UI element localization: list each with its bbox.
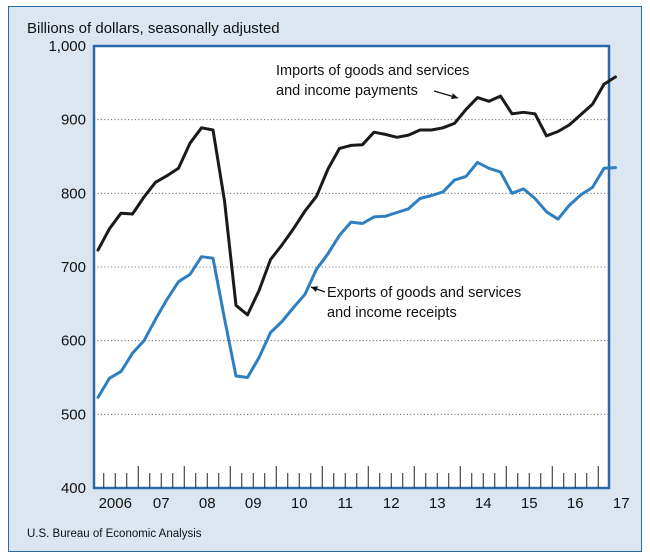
exports-label-line: Exports of goods and services xyxy=(327,285,521,301)
y-tick-label: 600 xyxy=(61,333,86,350)
exports-label: Exports of goods and services and income … xyxy=(327,285,521,321)
exports-arrow-head xyxy=(311,286,318,292)
exports-label-line: and income receipts xyxy=(327,305,457,321)
imports-label-line: Imports of goods and services xyxy=(276,63,469,79)
exports-line xyxy=(96,160,617,399)
x-tick-label: 08 xyxy=(199,495,216,512)
series-lines xyxy=(96,75,617,399)
x-tick-label: 09 xyxy=(245,495,262,512)
x-tick-label: 12 xyxy=(383,495,400,512)
imports-line xyxy=(96,75,617,317)
y-tick-label: 400 xyxy=(61,480,86,497)
x-tick-label: 10 xyxy=(291,495,308,512)
series-annotations: Imports of goods and services and income … xyxy=(276,63,521,321)
y-tick-label: 700 xyxy=(61,259,86,276)
y-tick-label: 900 xyxy=(61,112,86,129)
x-tick-marks xyxy=(103,466,599,488)
chart-figure: Billions of dollars, seasonally adjusted… xyxy=(8,6,642,552)
imports-label-line: and income payments xyxy=(276,83,418,99)
x-tick-label: 07 xyxy=(153,495,170,512)
y-tick-label: 800 xyxy=(61,185,86,202)
source-note: U.S. Bureau of Economic Analysis xyxy=(27,528,202,540)
y-tick-labels: 400 500 600 700 800 900 1,000 xyxy=(48,38,86,497)
x-tick-label: 13 xyxy=(429,495,446,512)
gridlines xyxy=(94,119,609,415)
x-tick-label: 15 xyxy=(521,495,538,512)
x-tick-label: 16 xyxy=(567,495,584,512)
x-tick-labels: 2006 07 08 09 10 11 12 13 14 15 16 17 xyxy=(99,495,630,512)
x-tick-label: 11 xyxy=(337,495,353,512)
y-tick-label: 500 xyxy=(61,406,86,423)
x-tick-label: 2006 xyxy=(99,495,132,512)
imports-label: Imports of goods and services and income … xyxy=(276,63,469,99)
y-tick-label: 1,000 xyxy=(48,38,86,55)
x-tick-label: 14 xyxy=(475,495,492,512)
line-chart: Billions of dollars, seasonally adjusted… xyxy=(27,20,630,540)
imports-arrow-head xyxy=(451,93,458,100)
x-tick-label: 17 xyxy=(613,495,630,512)
y-axis-label: Billions of dollars, seasonally adjusted xyxy=(27,20,280,37)
